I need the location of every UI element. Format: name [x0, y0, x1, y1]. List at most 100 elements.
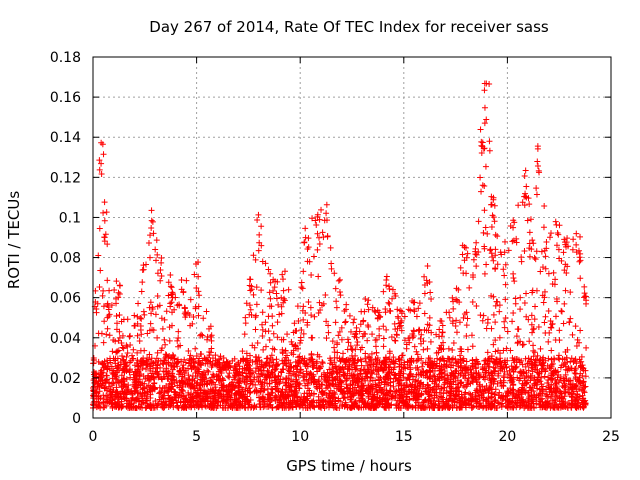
- data-point: [319, 229, 326, 236]
- data-point: [490, 257, 497, 264]
- data-point: [523, 183, 530, 190]
- data-point: [225, 373, 232, 380]
- data-point: [315, 309, 322, 316]
- data-point: [453, 329, 460, 336]
- data-point: [328, 260, 335, 267]
- data-point: [106, 332, 113, 339]
- data-point: [309, 334, 316, 341]
- data-point: [369, 331, 376, 338]
- data-point: [536, 169, 543, 176]
- data-point: [481, 104, 488, 111]
- data-point: [324, 233, 331, 240]
- data-point: [398, 352, 405, 359]
- data-point: [466, 284, 473, 291]
- data-point: [515, 202, 522, 209]
- data-point: [373, 349, 380, 356]
- data-point: [496, 302, 503, 309]
- chart-title: Day 267 of 2014, Rate Of TEC Index for r…: [149, 18, 549, 36]
- data-point: [496, 389, 503, 396]
- data-point: [450, 339, 457, 346]
- data-point: [152, 311, 159, 318]
- y-axis-label: ROTI / TECUs: [5, 191, 23, 289]
- data-point: [317, 306, 324, 313]
- data-point: [513, 400, 520, 407]
- data-point: [243, 300, 250, 307]
- data-point: [114, 348, 121, 355]
- data-point: [460, 314, 467, 321]
- data-point: [104, 393, 111, 400]
- data-point: [281, 295, 288, 302]
- data-point: [387, 369, 394, 376]
- data-point: [271, 367, 278, 374]
- data-point: [158, 273, 165, 280]
- data-point: [552, 218, 559, 225]
- data-point: [206, 352, 213, 359]
- data-point: [514, 374, 521, 381]
- data-point: [162, 368, 169, 375]
- data-point: [562, 287, 569, 294]
- data-point: [207, 359, 214, 366]
- data-point: [520, 341, 527, 348]
- data-point: [540, 224, 547, 231]
- data-point: [367, 374, 374, 381]
- data-point: [526, 384, 533, 391]
- data-point: [322, 291, 329, 298]
- data-point: [109, 375, 116, 382]
- data-point: [302, 225, 309, 232]
- data-point: [318, 206, 325, 213]
- data-point: [273, 365, 280, 372]
- data-point: [265, 328, 272, 335]
- data-point: [562, 348, 569, 355]
- data-point: [153, 257, 160, 264]
- data-point: [348, 346, 355, 353]
- data-point: [582, 293, 589, 300]
- data-point: [97, 267, 104, 274]
- data-point: [359, 333, 366, 340]
- data-point: [163, 308, 170, 315]
- data-point: [541, 203, 548, 210]
- data-point: [534, 158, 541, 165]
- data-point: [107, 386, 114, 393]
- data-point: [129, 352, 136, 359]
- data-point: [161, 336, 168, 343]
- data-point: [533, 248, 540, 255]
- data-point: [512, 300, 519, 307]
- data-point: [413, 348, 420, 355]
- data-point: [556, 327, 563, 334]
- data-point: [542, 313, 549, 320]
- data-point: [538, 248, 545, 255]
- data-point: [529, 287, 536, 294]
- data-point: [514, 339, 521, 346]
- data-point: [208, 332, 215, 339]
- data-point: [531, 316, 538, 323]
- data-point: [244, 393, 251, 400]
- data-point: [504, 371, 511, 378]
- data-point: [550, 269, 557, 276]
- data-point: [567, 315, 574, 322]
- data-point: [171, 356, 178, 363]
- data-point: [242, 320, 249, 327]
- data-point: [262, 260, 269, 267]
- data-point: [177, 342, 184, 349]
- data-point: [491, 218, 498, 225]
- data-point: [118, 339, 125, 346]
- data-point: [159, 325, 166, 332]
- data-point: [203, 308, 210, 315]
- data-point: [119, 332, 126, 339]
- data-point: [354, 342, 361, 349]
- data-point: [519, 341, 526, 348]
- data-point: [566, 319, 573, 326]
- data-point: [541, 373, 548, 380]
- data-point: [558, 308, 565, 315]
- data-point: [477, 174, 484, 181]
- data-point: [148, 225, 155, 232]
- data-point: [154, 251, 161, 258]
- data-point: [313, 221, 320, 228]
- data-point: [149, 218, 156, 225]
- y-tick-label: 0.12: [50, 170, 81, 186]
- data-point: [113, 278, 120, 285]
- data-point: [252, 312, 259, 319]
- y-tick-label: 0.08: [50, 251, 81, 267]
- data-point: [162, 341, 169, 348]
- data-point: [247, 306, 254, 313]
